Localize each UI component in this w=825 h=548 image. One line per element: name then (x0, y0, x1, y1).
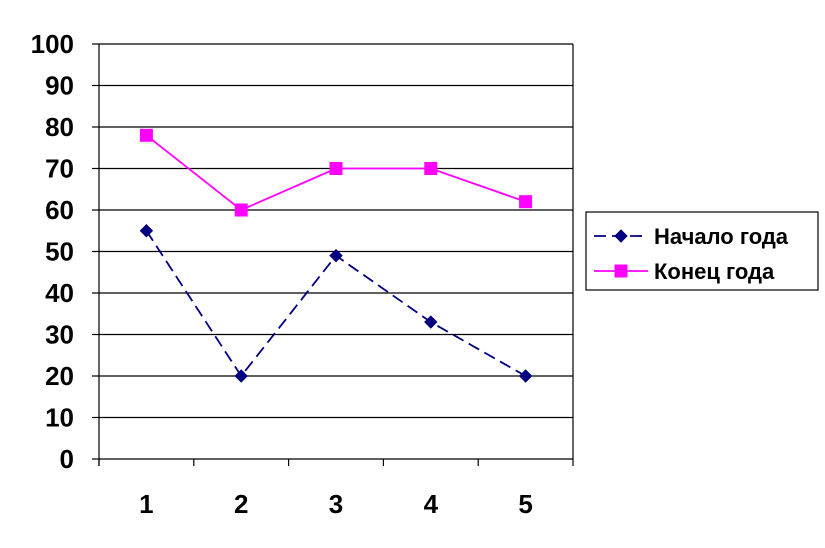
series-1-point-5 (518, 369, 533, 383)
series-2-point-5 (519, 195, 533, 209)
legend-marker-1 (614, 229, 628, 243)
y-tick-label-90: 90 (45, 71, 74, 101)
series-2-point-1 (139, 128, 153, 142)
y-tick-labels: 0 10 20 30 40 50 60 70 80 90 100 (31, 29, 74, 474)
x-tick-label-2: 2 (234, 489, 248, 519)
series-1-point-4 (424, 315, 438, 329)
x-tick-label-1: 1 (139, 489, 153, 519)
x-tick-labels: 1 2 3 4 5 (139, 489, 533, 519)
legend: Начало года Конец года (585, 211, 819, 291)
y-tick-label-40: 40 (45, 278, 74, 308)
legend-label-1: Начало года (654, 224, 789, 249)
y-tick-label-30: 30 (45, 320, 74, 350)
series-1-point-1 (139, 224, 154, 238)
series-2 (139, 128, 533, 217)
series-2-point-3 (329, 162, 343, 175)
y-tick-label-100: 100 (31, 29, 74, 59)
legend-label-2: Конец года (654, 259, 775, 284)
x-tick-label-4: 4 (424, 489, 439, 519)
y-tick-label-50: 50 (45, 237, 74, 267)
series (139, 128, 533, 383)
y-tick-label-20: 20 (45, 361, 74, 391)
y-tick-label-60: 60 (45, 195, 74, 225)
series-1-point-2 (234, 369, 248, 383)
x-tick-label-3: 3 (329, 489, 343, 519)
legend-marker-2 (614, 264, 628, 278)
series-1-point-3 (329, 248, 343, 263)
axes (92, 43, 574, 466)
y-tick-label-0: 0 (60, 444, 74, 474)
series-1 (139, 224, 533, 383)
y-tick-label-70: 70 (45, 154, 74, 184)
series-2-point-4 (424, 162, 438, 175)
series-2-point-2 (234, 203, 248, 217)
y-tick-label-10: 10 (45, 403, 74, 433)
y-tick-label-80: 80 (45, 112, 74, 142)
x-tick-label-5: 5 (518, 489, 532, 519)
gridlines (99, 43, 573, 419)
